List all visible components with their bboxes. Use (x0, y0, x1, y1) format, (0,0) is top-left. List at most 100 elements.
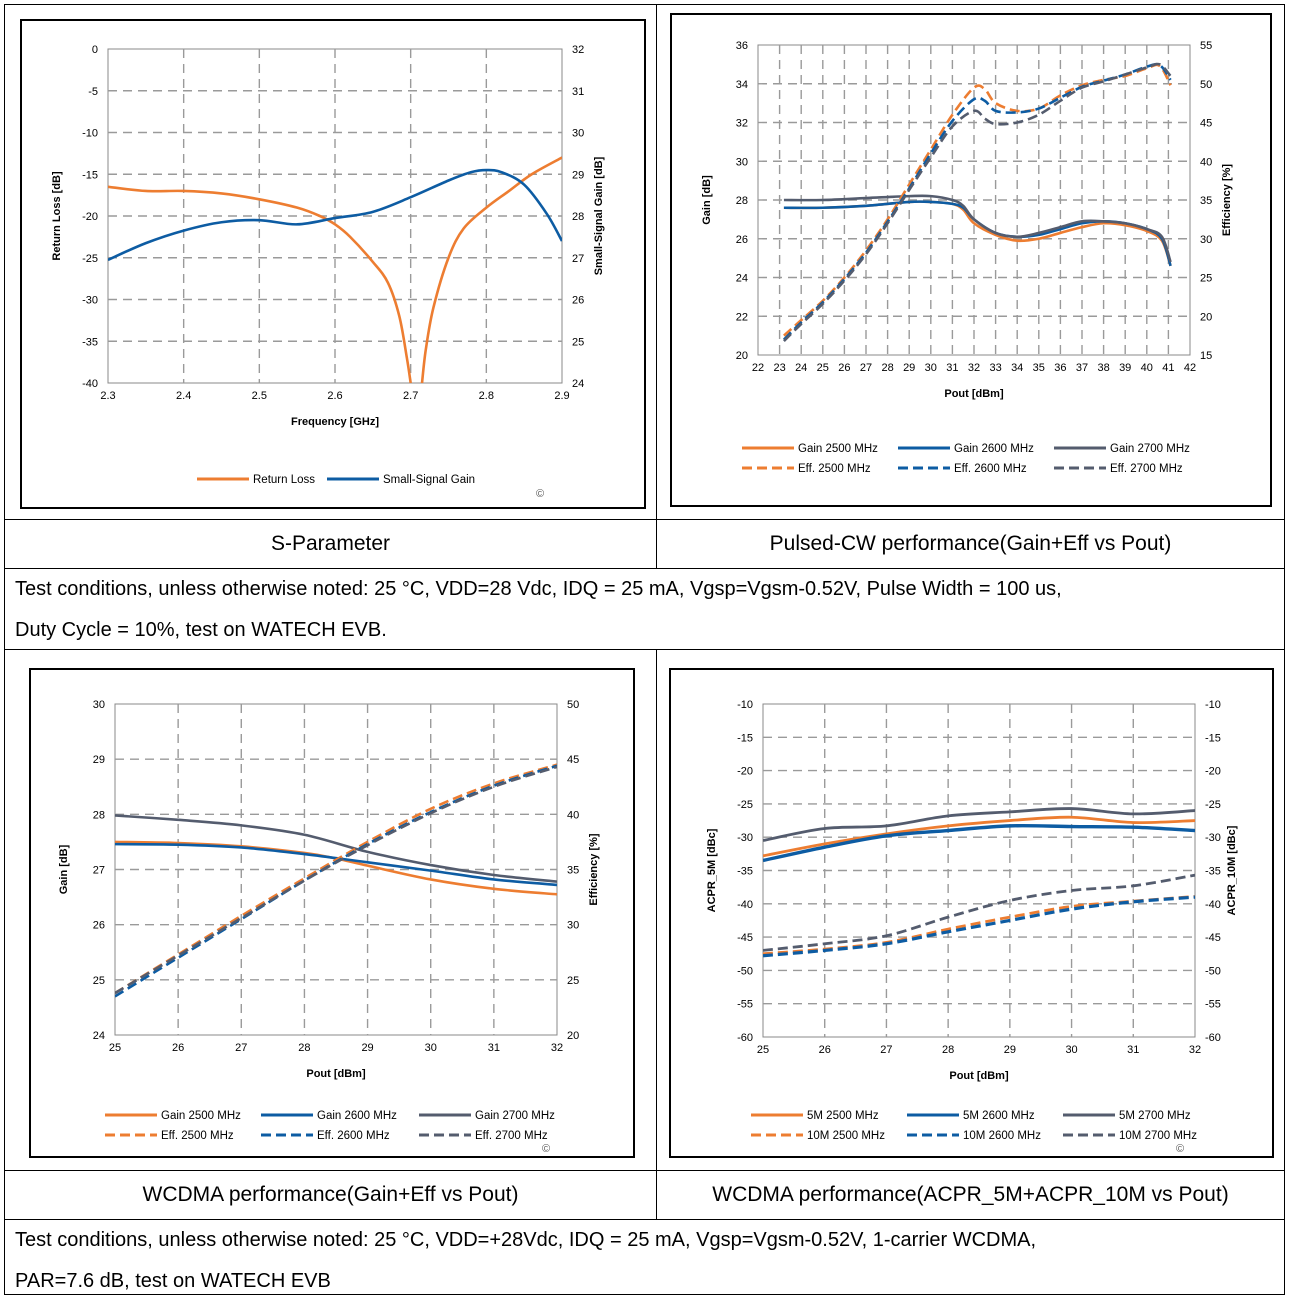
x-tick-label: 30 (1065, 1044, 1077, 1056)
y-right-tick-label: 50 (1200, 79, 1212, 91)
series-line-gain-2600-mhz (115, 842, 557, 887)
y-left-tick-label: -35 (82, 336, 98, 348)
legend-label: Gain 2600 MHz (317, 1110, 397, 1122)
pulsed-conditions-line-1: Test conditions, unless otherwise noted:… (15, 578, 1062, 600)
x-tick-label: 35 (1033, 362, 1045, 374)
y-left-tick-label: 22 (736, 311, 748, 323)
series-line-gain-2700-mhz (783, 194, 1172, 263)
y-right-tick-label: -15 (1205, 732, 1221, 744)
y-right-tick-label: 30 (567, 920, 579, 932)
x-tick-label: 30 (425, 1042, 437, 1054)
x-tick-label: 28 (298, 1042, 310, 1054)
chart-frame-pulsed-cw: 22 23 24 25 26 27 28 29 30 31 32 33 34 35 36 37 38 39 40 41… (670, 13, 1272, 507)
wcdma-acpr-chart: 25 26 27 28 29 30 31 32 -10 -15 -20 -25 -30 -35 -40 -45… (706, 699, 1238, 1155)
y-right-tick-label: 35 (567, 865, 579, 877)
x-tick-label: 26 (819, 1044, 831, 1056)
y-left-tick-label: 28 (93, 809, 105, 821)
x-axis-title: Frequency [GHz] (291, 416, 379, 428)
x-tick-label: 32 (968, 362, 980, 374)
legend-label: Eff. 2600 MHz (317, 1130, 390, 1142)
chart-frame-wcdma-acpr: 25 26 27 28 29 30 31 32 -10 -15 -20 -25 -30 -35 -40 -45… (669, 668, 1274, 1158)
y-right-tick-label: -50 (1205, 965, 1221, 977)
y-right-tick-label: 45 (1200, 118, 1212, 130)
x-tick-label: 29 (903, 362, 915, 374)
y-left-tick-label: -5 (88, 86, 98, 98)
legend-label: Gain 2700 MHz (1110, 443, 1190, 455)
legend-label: Small-Signal Gain (383, 474, 475, 486)
y-right-tick-label: 30 (572, 128, 584, 140)
y-right-tick-label: 20 (1200, 311, 1212, 323)
wcdma-gain-eff-chart: 25 26 27 28 29 30 31 32 30 29 28 27 26 25 24 50 45 40 35 30… (58, 699, 600, 1155)
caption-s-parameter: S-Parameter (4, 519, 657, 569)
x-tick-label: 31 (488, 1042, 500, 1054)
y-left-tick-label: 28 (736, 195, 748, 207)
y-right-tick-label: 20 (567, 1030, 579, 1042)
y-left-tick-label: -20 (737, 766, 753, 778)
x-tick-label: 2.6 (327, 390, 342, 402)
y-left-tick-label: 26 (736, 234, 748, 246)
y-right-tick-label: 40 (567, 809, 579, 821)
y-right-tick-label: 25 (572, 336, 584, 348)
x-tick-label: 28 (881, 362, 893, 374)
x-tick-label: 27 (235, 1042, 247, 1054)
x-tick-label: 39 (1119, 362, 1131, 374)
pulsed-conditions-line-2: Duty Cycle = 10%, test on WATECH EVB. (15, 619, 387, 641)
legend-label: Eff. 2700 MHz (475, 1130, 548, 1142)
legend-label: Eff. 2500 MHz (798, 463, 871, 475)
y-right-tick-label: -40 (1205, 899, 1221, 911)
x-tick-label: 2.3 (100, 390, 115, 402)
x-tick-label: 38 (1097, 362, 1109, 374)
x-tick-label: 32 (551, 1042, 563, 1054)
x-tick-label: 2.4 (176, 390, 191, 402)
y-left-tick-label: -35 (737, 866, 753, 878)
y-right-tick-label: 28 (572, 211, 584, 223)
y-left-tick-label: 32 (736, 118, 748, 130)
y-left-tick-label: -15 (82, 169, 98, 181)
y-left-tick-label: 20 (736, 350, 748, 362)
y-left-tick-label: 34 (736, 79, 748, 91)
y-right-tick-label: -55 (1205, 999, 1221, 1011)
caption-wcdma-gain: WCDMA performance(Gain+Eff vs Pout) (4, 1170, 657, 1220)
y-right-tick-label: 25 (1200, 273, 1212, 285)
y-left-tick-label: -30 (737, 832, 753, 844)
legend-label: 10M 2700 MHz (1119, 1130, 1197, 1142)
legend-label: Eff. 2500 MHz (161, 1130, 234, 1142)
y-left-tick-label: 30 (736, 156, 748, 168)
y-left-axis-title: Return Loss [dB] (51, 171, 63, 261)
y-right-tick-label: 24 (572, 378, 584, 390)
y-right-tick-label: 29 (572, 169, 584, 181)
x-tick-label: 25 (757, 1044, 769, 1056)
y-right-tick-label: 31 (572, 86, 584, 98)
y-right-axis-title: ACPR_10M [dBc] (1226, 825, 1238, 915)
y-right-tick-label: 15 (1200, 350, 1212, 362)
x-axis-title: Pout [dBm] (949, 1070, 1009, 1082)
y-left-axis-title: ACPR_5M [dBc] (706, 828, 718, 912)
y-left-tick-label: -10 (82, 128, 98, 140)
x-tick-label: 26 (838, 362, 850, 374)
y-left-tick-label: 26 (93, 920, 105, 932)
x-tick-label: 31 (1127, 1044, 1139, 1056)
x-tick-label: 40 (1141, 362, 1153, 374)
x-axis-title: Pout [dBm] (944, 388, 1004, 400)
y-left-tick-label: 24 (93, 1030, 105, 1042)
legend-label: Gain 2500 MHz (798, 443, 878, 455)
pulsed-test-conditions: Test conditions, unless otherwise noted:… (4, 568, 1285, 650)
x-tick-label: 25 (817, 362, 829, 374)
copyright-mark: © (542, 1143, 550, 1155)
y-left-tick-label: 0 (92, 44, 98, 56)
x-tick-label: 2.9 (554, 390, 569, 402)
legend-label: 10M 2600 MHz (963, 1130, 1041, 1142)
x-tick-label: 42 (1184, 362, 1196, 374)
y-right-tick-label: 55 (1200, 40, 1212, 52)
y-right-tick-label: 26 (572, 295, 584, 307)
series-group (783, 62, 1172, 342)
y-left-tick-label: -60 (737, 1032, 753, 1044)
y-left-axis-title: Gain [dB] (58, 844, 70, 894)
y-right-tick-label: -30 (1205, 832, 1221, 844)
x-tick-label: 29 (361, 1042, 373, 1054)
x-tick-label: 27 (880, 1044, 892, 1056)
x-tick-label: 28 (942, 1044, 954, 1056)
y-right-tick-label: 30 (1200, 234, 1212, 246)
x-tick-label: 26 (172, 1042, 184, 1054)
x-tick-label: 23 (773, 362, 785, 374)
